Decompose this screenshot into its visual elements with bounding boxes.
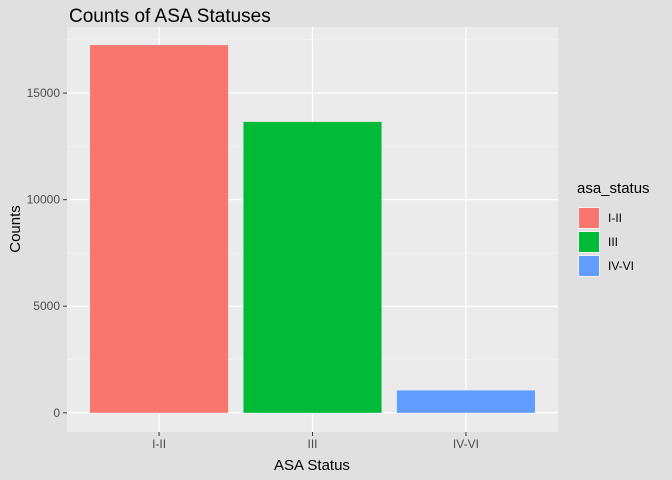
legend-swatch-iv-vi: [579, 256, 599, 276]
y-axis-title: Counts: [7, 205, 24, 253]
x-tick-label: IV-VI: [453, 437, 479, 451]
bar-i-ii: [90, 45, 229, 413]
axis-ticks: 0 5000 10000 15000 I-II III IV-VI: [27, 86, 479, 451]
y-tick-label: 0: [53, 406, 60, 420]
legend: asa_status I-II III IV-VI: [577, 180, 650, 277]
legend-label-i-ii: I-II: [608, 211, 622, 225]
bar-iii: [243, 121, 382, 413]
bars: [90, 45, 535, 413]
x-tick-label: III: [307, 437, 317, 451]
x-axis-title: ASA Status: [274, 457, 350, 474]
legend-title: asa_status: [577, 180, 650, 197]
legend-label-iii: III: [608, 235, 618, 249]
y-tick-label: 5000: [33, 299, 60, 313]
chart-title: Counts of ASA Statuses: [69, 6, 271, 27]
legend-label-iv-vi: IV-VI: [608, 259, 634, 273]
x-tick-label: I-II: [152, 437, 166, 451]
legend-swatch-i-ii: [579, 208, 599, 228]
y-tick-label: 15000: [27, 86, 61, 100]
legend-swatch-iii: [579, 232, 599, 252]
bar-iv-vi: [396, 390, 535, 413]
y-tick-label: 10000: [27, 193, 61, 207]
